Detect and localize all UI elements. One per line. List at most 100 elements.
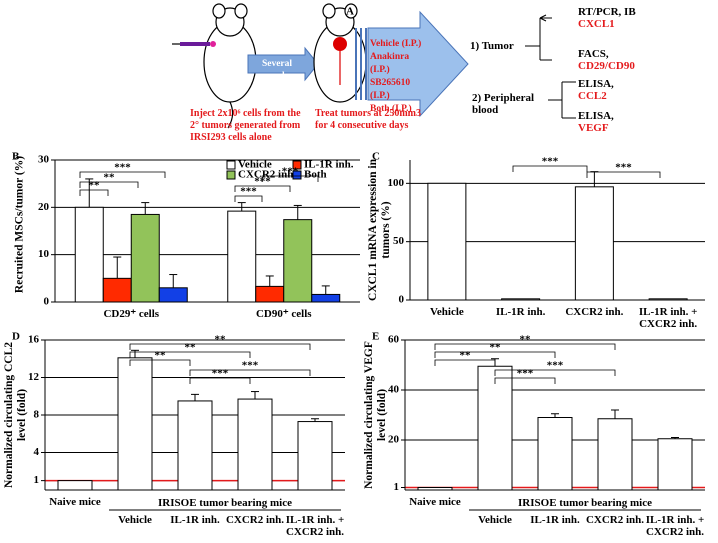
assay-target: CXCL1 <box>578 18 615 30</box>
legend-swatch <box>226 170 236 180</box>
legend-label: CXCR2 inh. <box>238 169 296 181</box>
panel-label: E <box>372 331 379 343</box>
significance-bracket <box>512 165 588 172</box>
significance-bracket <box>79 171 166 178</box>
bar <box>57 480 93 491</box>
significance-label: *** <box>242 360 259 372</box>
bar <box>227 210 257 303</box>
significance-label: *** <box>254 176 271 188</box>
treatment: Anakinra (I.P.) <box>370 52 410 75</box>
y-tick-label: 0 <box>44 296 50 308</box>
significance-bracket <box>129 343 311 350</box>
y-axis-label: Normalized circulating VEGF level (fold) <box>363 341 388 489</box>
bar <box>501 298 541 301</box>
assay-target: CD29/CD90 <box>578 60 635 72</box>
significance-label: ** <box>460 350 472 362</box>
bar <box>130 213 160 303</box>
x-tick-label: CXCR2 inh. <box>225 514 285 526</box>
x-tick-label: Naive mice <box>49 496 101 508</box>
bar <box>102 277 132 303</box>
treatment: Vehicle (I.P.) <box>370 39 422 49</box>
significance-label: *** <box>542 156 559 168</box>
legend-swatch <box>292 170 302 180</box>
significance-label: ** <box>490 342 502 354</box>
significance-bracket <box>189 369 311 376</box>
x-tick-label: IL-1R inh. + CXCR2 inh. <box>645 514 705 538</box>
y-tick-label: 30 <box>38 154 50 166</box>
panel-label: B <box>12 151 20 163</box>
assay-target: CCL2 <box>578 90 607 102</box>
significance-label: ** <box>520 334 532 346</box>
bar <box>427 182 467 301</box>
outcome: 2) Peripheral blood <box>472 92 535 116</box>
y-tick-label: 60 <box>388 334 400 346</box>
significance-label: ** <box>104 172 116 184</box>
significance-label: *** <box>547 360 564 372</box>
bar <box>74 206 104 303</box>
y-tick-label: 1 <box>34 474 40 486</box>
assay-method: ELISA, <box>578 78 614 90</box>
bar <box>311 293 341 303</box>
bar <box>648 298 688 301</box>
x-tick-label: IL-1R inh. <box>170 514 220 526</box>
significance-bracket <box>261 175 319 182</box>
mouse-left <box>172 3 257 129</box>
bar <box>177 400 213 491</box>
x-tick-label: CD90⁺ cells <box>255 308 312 320</box>
y-tick-label: 50 <box>393 235 405 247</box>
legend-label: Vehicle <box>238 159 272 171</box>
x-tick-label: CXCR2 inh. <box>585 514 645 526</box>
significance-bracket <box>434 343 616 350</box>
bar <box>255 285 285 303</box>
x-tick-label: IL-1R inh. <box>495 306 546 318</box>
panel-label: A <box>346 6 354 18</box>
arrow <box>247 46 319 82</box>
bar <box>283 219 313 303</box>
y-tick-label: 100 <box>388 177 405 189</box>
x-tick-label: Naive mice <box>409 496 461 508</box>
y-tick-label: 0 <box>399 294 405 306</box>
legend-label: IL-1R inh. <box>304 159 354 171</box>
bar <box>477 365 513 491</box>
y-tick-label: 10 <box>38 248 50 260</box>
bar <box>158 287 188 303</box>
significance-label: *** <box>282 166 299 178</box>
y-tick-label: 4 <box>34 446 40 458</box>
y-tick-label: 20 <box>38 201 50 213</box>
panel-label: D <box>12 331 20 343</box>
significance-label: *** <box>212 368 229 380</box>
caption: Treat tumors at 250mm3 for 4 consecutive… <box>315 108 421 131</box>
significance-label: *** <box>615 162 632 174</box>
x-tick-label: Vehicle <box>118 514 152 526</box>
treatment: Both (I.P.) <box>370 104 412 114</box>
x-tick-label: IL-1R inh. <box>530 514 580 526</box>
significance-bracket <box>494 369 616 376</box>
legend-label: Both <box>304 169 327 181</box>
panel-label: C <box>372 151 380 163</box>
outcome: 1) Tumor <box>470 40 514 52</box>
assay-method: FACS, <box>578 48 609 60</box>
arrow-stripes <box>355 28 367 100</box>
x-tick-label: CXCR2 inh. <box>565 306 624 318</box>
bar <box>237 398 273 491</box>
bar <box>537 417 573 491</box>
caption: Inject 2x10⁶ cells from the 2° tumors ge… <box>190 108 301 143</box>
significance-label: ** <box>89 180 101 192</box>
treatment-list: Vehicle (I.P.) Anakinra (I.P.) SB265610 (I… <box>370 38 428 116</box>
significance-bracket <box>79 181 139 188</box>
significance-bracket <box>129 351 251 358</box>
y-axis-label: Recruited MSCs/tumor (%) <box>13 155 26 294</box>
bar <box>417 487 453 491</box>
assay-method: ELISA, <box>578 110 614 122</box>
y-tick-label: 12 <box>28 371 40 383</box>
arrow <box>367 10 469 118</box>
bar <box>574 186 614 301</box>
bar <box>117 357 153 491</box>
bar <box>297 421 333 491</box>
legend-swatch <box>292 160 302 170</box>
assay-method: RT/PCR, IB <box>578 6 636 18</box>
step-label: Several week <box>261 59 293 81</box>
y-axis-label: CXCL1 mRNA expression in tumors (%) <box>367 159 392 301</box>
